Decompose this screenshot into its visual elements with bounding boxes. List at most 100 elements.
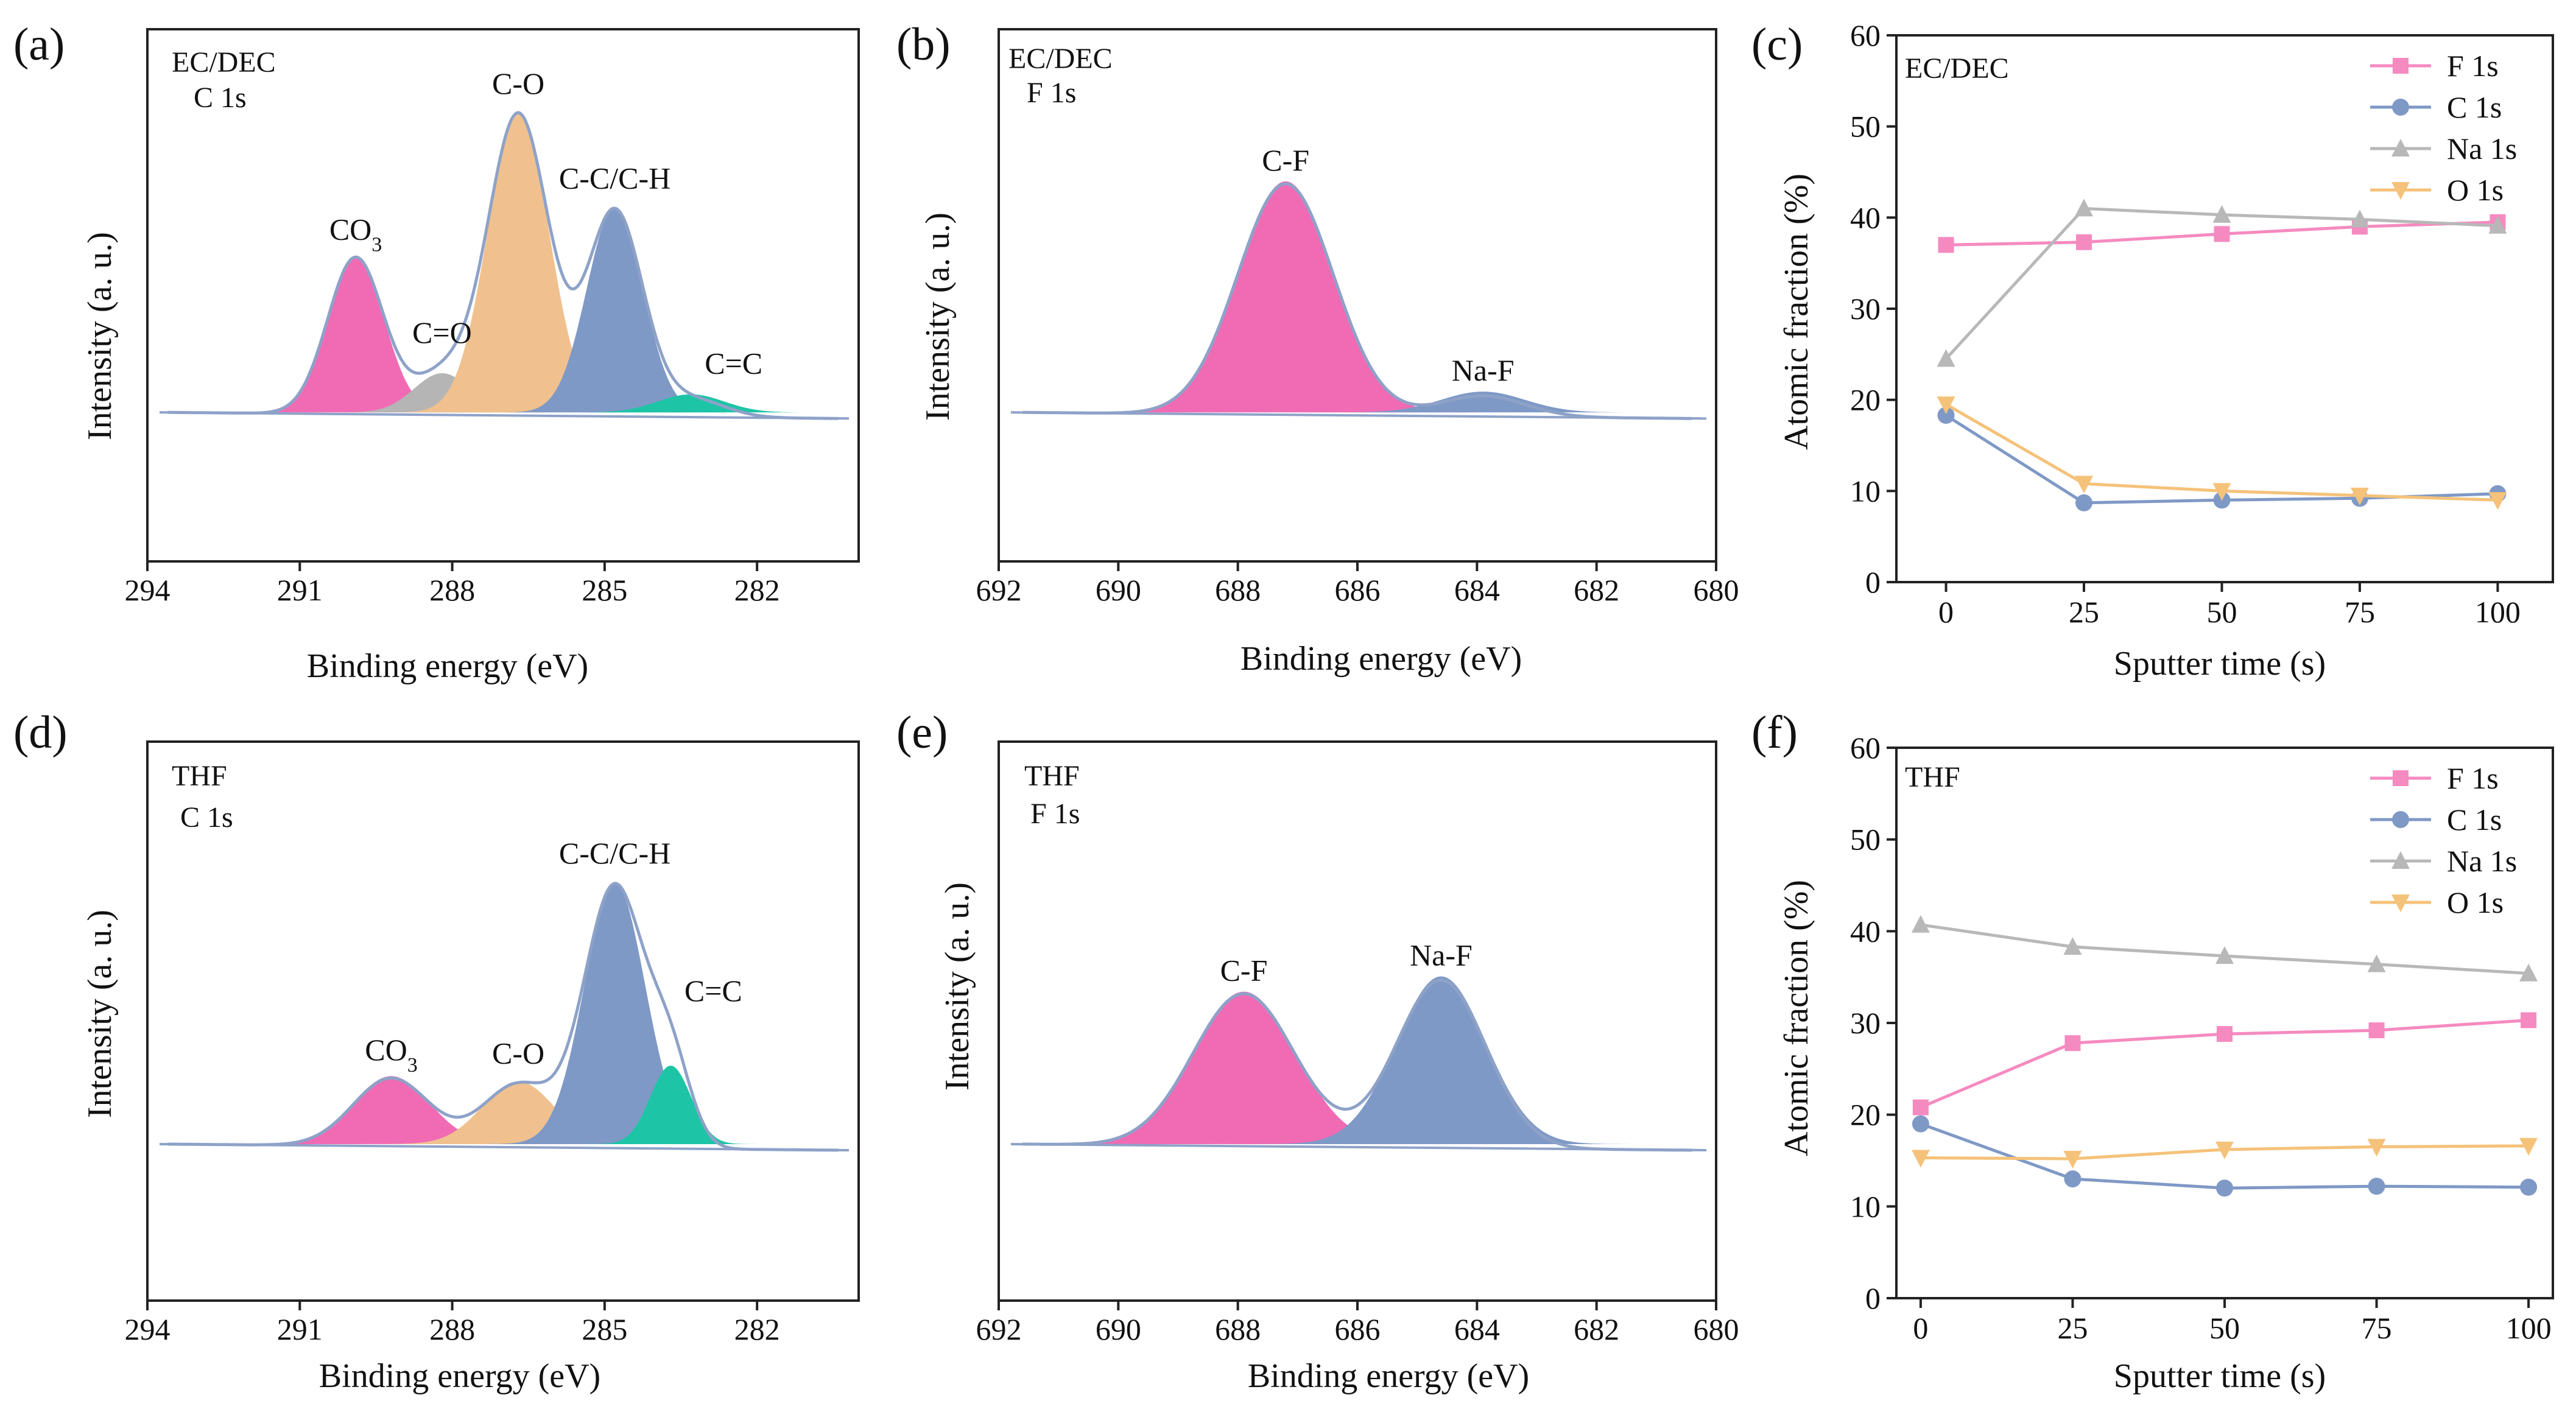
y-tick-label: 40 bbox=[1850, 914, 1881, 948]
data-point-o-1s bbox=[2488, 492, 2507, 510]
peak-c-c-c-h bbox=[487, 882, 743, 1144]
y-tick-label: 60 bbox=[1850, 731, 1881, 765]
peak-label-c-o: C-O bbox=[492, 1036, 544, 1070]
legend-label: F 1s bbox=[2447, 49, 2499, 83]
peak-label-c-o: C=O bbox=[412, 315, 472, 350]
data-point-f-1s bbox=[1938, 237, 1954, 253]
panel-f-label: (f) bbox=[1751, 707, 1798, 758]
data-point-c-1s bbox=[2075, 494, 2092, 511]
legend-label: C 1s bbox=[2447, 90, 2502, 124]
envelope-curve bbox=[1022, 182, 1692, 420]
data-point-na-1s bbox=[2215, 946, 2234, 965]
data-point-na-1s bbox=[2519, 963, 2538, 982]
data-point-c-1s bbox=[1937, 407, 1955, 424]
peak-label-c-f: C-F bbox=[1262, 143, 1309, 177]
legend-label: O 1s bbox=[2447, 885, 2504, 919]
y-tick-label: 50 bbox=[1850, 110, 1881, 144]
data-point-f-1s bbox=[2214, 226, 2230, 242]
plot-frame bbox=[998, 28, 1717, 563]
legend-marker bbox=[2393, 770, 2409, 786]
data-point-c-1s bbox=[2520, 1178, 2538, 1196]
x-tick-label: 686 bbox=[1335, 573, 1381, 607]
panel-e-xlabel: Binding energy (eV) bbox=[1248, 1357, 1529, 1395]
peak-na-f bbox=[1307, 392, 1659, 413]
panel-e-sample: THF bbox=[1024, 760, 1080, 792]
y-tick-label: 30 bbox=[1850, 292, 1881, 326]
panel-a-label: (a) bbox=[13, 19, 65, 70]
legend-marker bbox=[2393, 58, 2409, 74]
peak-c-f bbox=[1085, 181, 1487, 413]
panel-e-region: F 1s bbox=[1030, 798, 1080, 830]
peak-c-o bbox=[368, 1081, 668, 1144]
peak-co3 bbox=[238, 255, 473, 413]
panel-d-sample: THF bbox=[172, 760, 227, 792]
panel-d-ylabel: Intensity (a. u.) bbox=[81, 910, 119, 1118]
peak-label-c-o: C-O bbox=[492, 66, 544, 100]
panel-f-ylabel: Atomic fraction (%) bbox=[1778, 880, 1815, 1156]
data-point-o-1s bbox=[2075, 476, 2093, 494]
panel-e-ylabel: Intensity (a. u.) bbox=[938, 882, 976, 1091]
legend-marker bbox=[2391, 182, 2410, 200]
legend: F 1s C 1s Na 1s O 1s bbox=[2370, 49, 2517, 207]
peak-c-c-c-h bbox=[497, 207, 733, 413]
legend-marker bbox=[2392, 99, 2409, 116]
panel-f-xlabel: Sputter time (s) bbox=[2114, 1357, 2326, 1395]
legend: F 1s C 1s Na 1s O 1s bbox=[2370, 761, 2517, 919]
data-point-c-1s bbox=[2064, 1170, 2082, 1188]
y-tick-label: 40 bbox=[1850, 200, 1881, 234]
legend-marker bbox=[2392, 811, 2409, 828]
x-tick-label: 282 bbox=[734, 573, 780, 607]
peak-c-o bbox=[325, 373, 560, 413]
panel-d: (d) THF C 1s Binding energy (eV) Intensi… bbox=[13, 707, 600, 1395]
peak-label-c-c: C=C bbox=[705, 346, 762, 380]
y-tick-label: 0 bbox=[1865, 565, 1881, 599]
legend-label: F 1s bbox=[2447, 761, 2499, 795]
peak-label-na-f: Na-F bbox=[1452, 353, 1515, 387]
x-tick-label: 686 bbox=[1335, 1312, 1381, 1346]
peak-c-c bbox=[585, 1066, 756, 1144]
x-tick-label: 285 bbox=[582, 573, 627, 607]
data-point-na-1s bbox=[2488, 216, 2507, 234]
plot-frame bbox=[146, 28, 860, 563]
legend-label: C 1s bbox=[2447, 803, 2502, 837]
x-tick-label: 75 bbox=[2345, 595, 2375, 629]
panel-e-plot: C-F Na-F 692 690 688 686 684 682 680 bbox=[976, 740, 1739, 1346]
panel-c-ylabel: Atomic fraction (%) bbox=[1778, 174, 1815, 450]
panel-d-label: (d) bbox=[13, 707, 68, 758]
data-point-o-1s bbox=[2367, 1139, 2386, 1157]
x-tick-label: 688 bbox=[1215, 1312, 1261, 1346]
data-point-c-1s bbox=[2368, 1178, 2385, 1195]
peak-label-na-f: Na-F bbox=[1410, 938, 1473, 972]
envelope-curve bbox=[1022, 979, 1692, 1152]
y-tick-label: 60 bbox=[1850, 18, 1881, 52]
x-tick-label: 684 bbox=[1454, 573, 1500, 607]
y-tick-label: 50 bbox=[1850, 823, 1881, 857]
panel-c-xlabel: Sputter time (s) bbox=[2114, 645, 2326, 683]
data-point-o-1s bbox=[2063, 1150, 2082, 1168]
legend-marker bbox=[2391, 139, 2410, 156]
data-point-f-1s bbox=[2217, 1026, 2233, 1042]
panel-f: (f) THF Sputter time (s) Atomic fraction… bbox=[1751, 707, 2326, 1395]
x-tick-label: 100 bbox=[2506, 1311, 2552, 1345]
x-tick-label: 50 bbox=[2209, 1311, 2240, 1345]
data-point-na-1s bbox=[2367, 954, 2386, 972]
x-tick-label: 692 bbox=[976, 1312, 1022, 1346]
x-tick-label: 294 bbox=[125, 573, 171, 607]
x-tick-label: 680 bbox=[1694, 573, 1739, 607]
panel-c: (c) EC/DEC Sputter time (s) Atomic fract… bbox=[1751, 19, 2326, 683]
legend-label: Na 1s bbox=[2447, 844, 2517, 878]
x-tick-label: 0 bbox=[1938, 595, 1954, 629]
data-point-f-1s bbox=[2064, 1035, 2081, 1052]
plot-frame bbox=[998, 740, 1717, 1302]
panel-b-sample: EC/DEC bbox=[1008, 43, 1113, 75]
panel-c-sample: EC/DEC bbox=[1905, 52, 2009, 85]
data-point-na-1s bbox=[1937, 349, 1955, 367]
peak-label-c-c-c-h: C-C/C-H bbox=[559, 836, 670, 870]
x-tick-label: 690 bbox=[1096, 1312, 1141, 1346]
panel-a-plot: CO3 C=O C-O C-C/C-H C=C 294 291 288 285 282 bbox=[125, 28, 860, 607]
data-point-o-1s bbox=[1911, 1150, 1930, 1168]
x-tick-label: 75 bbox=[2362, 1311, 2392, 1345]
data-point-f-1s bbox=[2076, 234, 2092, 250]
panel-c-label: (c) bbox=[1751, 19, 1803, 70]
data-point-c-1s bbox=[1912, 1115, 1929, 1133]
